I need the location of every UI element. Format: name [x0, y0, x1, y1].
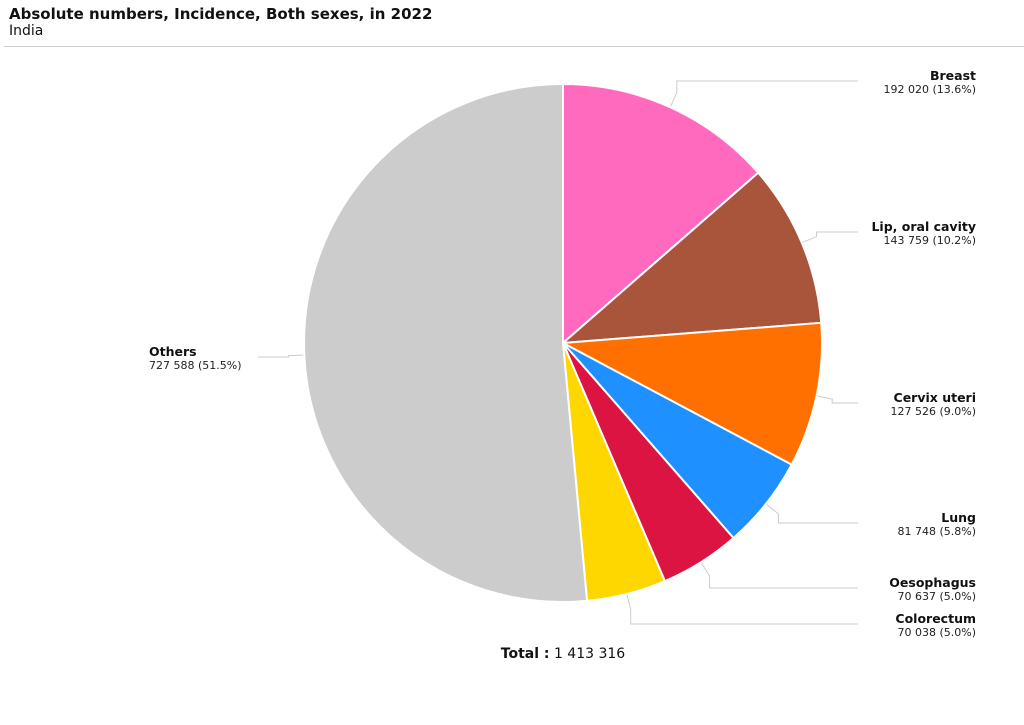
header-divider [4, 46, 1024, 47]
slice-value-cervix-uteri: 127 526 (9.0%) [890, 405, 976, 418]
slice-label-breast: Breast [930, 68, 976, 83]
slice-value-colorectum: 70 038 (5.0%) [897, 626, 976, 639]
chart-header: Absolute numbers, Incidence, Both sexes,… [0, 0, 1024, 47]
slice-value-oesophagus: 70 637 (5.0%) [897, 590, 976, 603]
pie-slice-others[interactable] [303, 83, 589, 603]
slice-label-others: Others [149, 344, 197, 359]
pie-slices [303, 83, 823, 603]
slice-value-lung: 81 748 (5.8%) [897, 525, 976, 538]
slice-value-others: 727 588 (51.5%) [149, 359, 242, 372]
slice-label-cervix-uteri: Cervix uteri [894, 390, 976, 405]
leader-line-cervix-uteri [816, 395, 858, 404]
leader-line-others [258, 354, 305, 358]
total-value: 1 413 316 [553, 646, 626, 662]
leader-line-oesophagus [700, 561, 858, 589]
slice-label-lip-oral-cavity: Lip, oral cavity [871, 219, 976, 234]
slice-label-oesophagus: Oesophagus [889, 575, 976, 590]
slice-label-lung: Lung [941, 510, 976, 525]
leader-line-lung [765, 503, 858, 524]
total-caption: Total : [500, 646, 550, 662]
slice-value-lip-oral-cavity: 143 759 (10.2%) [883, 234, 976, 247]
slice-value-breast: 192 020 (13.6%) [883, 83, 976, 96]
chart-subtitle: India [9, 23, 44, 39]
pie-slice-breast[interactable] [562, 83, 760, 344]
total-label: Total : 1 413 316 [0, 646, 1024, 662]
pie-slice-cervix-uteri[interactable] [562, 321, 823, 466]
leader-line-colorectum [626, 593, 858, 625]
chart-title: Absolute numbers, Incidence, Both sexes,… [9, 5, 433, 23]
slice-label-colorectum: Colorectum [895, 611, 976, 626]
leader-line-lip-oral-cavity [801, 231, 858, 244]
leader-lines [258, 80, 858, 625]
pie-slice-lip-oral-cavity[interactable] [562, 171, 823, 344]
leader-line-breast [669, 80, 858, 108]
